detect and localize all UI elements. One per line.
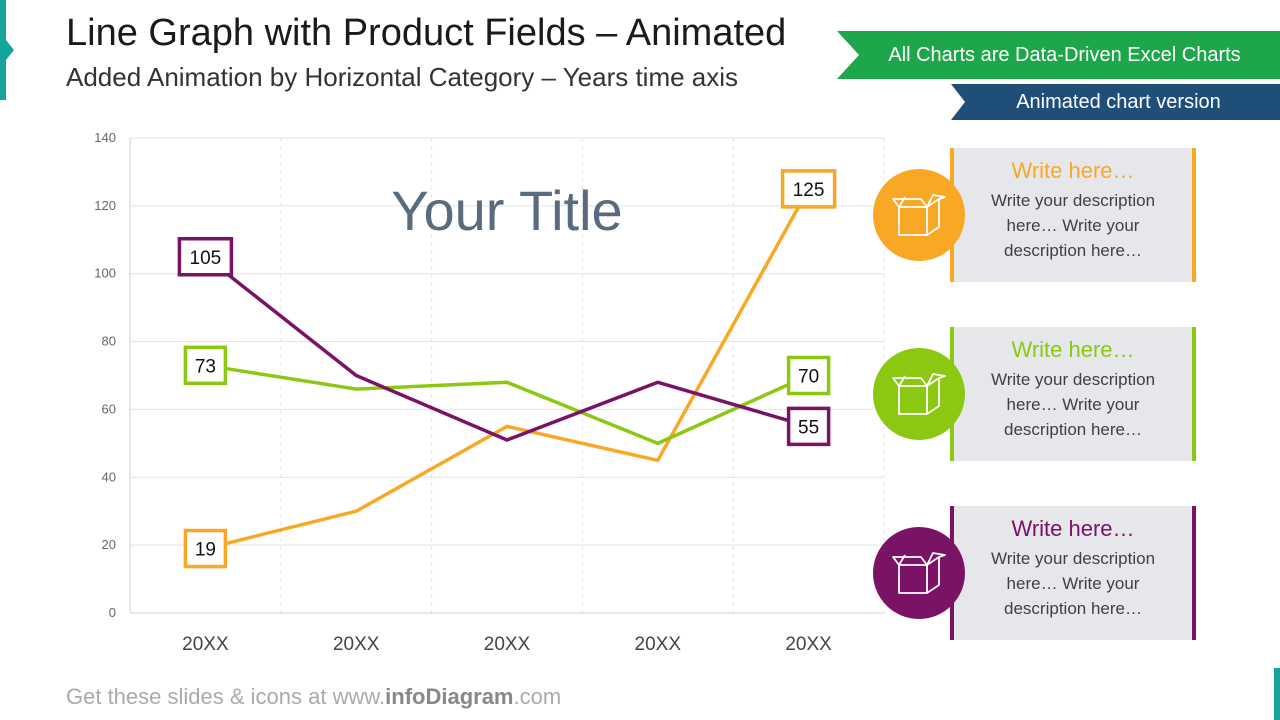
data-label-box [786,406,831,447]
y-tick-label: 60 [102,401,116,416]
slide-title: Line Graph with Product Fields – Animate… [66,12,787,54]
data-label: 73 [195,356,216,377]
y-tick-label: 40 [102,469,116,484]
y-tick-label: 0 [109,605,116,620]
y-tick-label: 120 [94,198,116,213]
data-label: 19 [195,540,216,561]
animated-version-banner-label: Animated chart version [1016,90,1221,113]
card-description: Write your description here… Write your … [990,191,1156,260]
left-accent-bar [0,0,6,100]
footer-brand: infoDiagram [385,684,514,709]
y-tick-label: 140 [94,130,116,145]
x-tick-label: 20XX [484,634,531,655]
card-title: Write here… [1011,516,1135,541]
data-label: 105 [190,248,222,269]
y-tick-label: 100 [94,266,116,281]
product-card-green: Write here… Write your description here…… [950,327,1196,461]
product-card-purple: Write here… Write your description here…… [950,506,1196,640]
product-card-orange: Write here… Write your description here…… [950,148,1196,282]
data-label-box [780,169,837,209]
card-description: Write your description here… Write your … [990,370,1156,439]
animated-version-banner: Animated chart version [951,84,1280,120]
box-icon [873,348,965,440]
x-tick-label: 20XX [333,634,380,655]
y-tick-label: 20 [102,537,116,552]
data-label: 125 [793,180,825,201]
left-accent-arrow [6,40,14,60]
data-label-box [183,345,228,386]
x-tick-label: 20XX [785,634,832,655]
data-label-box [786,355,831,396]
card-title: Write here… [1011,337,1135,362]
box-icon-glyph [892,373,946,415]
card-description: Write your description here… Write your … [990,549,1156,618]
footer-credit: Get these slides & icons at www.infoDiag… [66,684,561,710]
series-line [203,187,811,551]
data-label: 55 [798,417,819,438]
box-icon [873,169,965,261]
data-label-box [183,528,228,569]
data-label: 70 [798,367,819,388]
right-accent-bar [1274,668,1280,720]
card-title: Write here… [1011,158,1135,183]
data-label-box [177,237,234,277]
box-icon [873,527,965,619]
series-line [203,363,811,446]
y-tick-label: 80 [102,334,116,349]
x-tick-label: 20XX [182,634,229,655]
data-driven-banner-label: All Charts are Data-Driven Excel Charts [888,43,1241,66]
series-line [203,255,811,442]
data-driven-banner: All Charts are Data-Driven Excel Charts [837,31,1280,79]
box-icon-glyph [892,194,946,236]
footer-prefix: Get these slides & icons at www. [66,684,386,709]
x-tick-label: 20XX [635,634,682,655]
box-icon-glyph [892,552,946,594]
slide-subtitle: Added Animation by Horizontal Category –… [66,62,739,92]
chart-title: Your Title [391,179,622,242]
footer-suffix: .com [513,684,562,709]
